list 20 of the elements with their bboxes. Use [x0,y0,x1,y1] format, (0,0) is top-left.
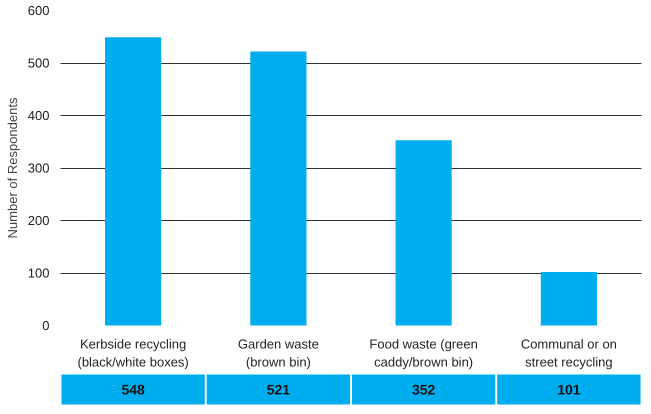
y-tick-label: 0 [42,318,50,333]
x-tick-label: Kerbside recycling (black/white boxes) [77,336,189,370]
y-axis-title: Number of Respondents [4,97,20,238]
y-tick-label: 300 [28,160,50,176]
x-tick-label: Communal or on street recycling [520,336,617,370]
y-tick-label: 400 [28,108,50,123]
bar [105,37,162,326]
x-tick-label: Garden waste (brown bin) [238,336,319,370]
y-tick-label: 200 [28,213,50,228]
bar [396,140,452,326]
data-label: 101 [557,382,581,398]
data-label: 352 [412,382,436,398]
bar [250,51,306,326]
data-label: 521 [266,382,290,398]
y-tick-label: 500 [28,56,50,70]
data-label: 548 [121,382,146,398]
bar [540,272,597,326]
y-tick-label: 600 [28,3,50,18]
x-tick-label: Food waste (green caddy/brown bin) [369,336,478,370]
y-tick-label: 100 [28,266,50,280]
